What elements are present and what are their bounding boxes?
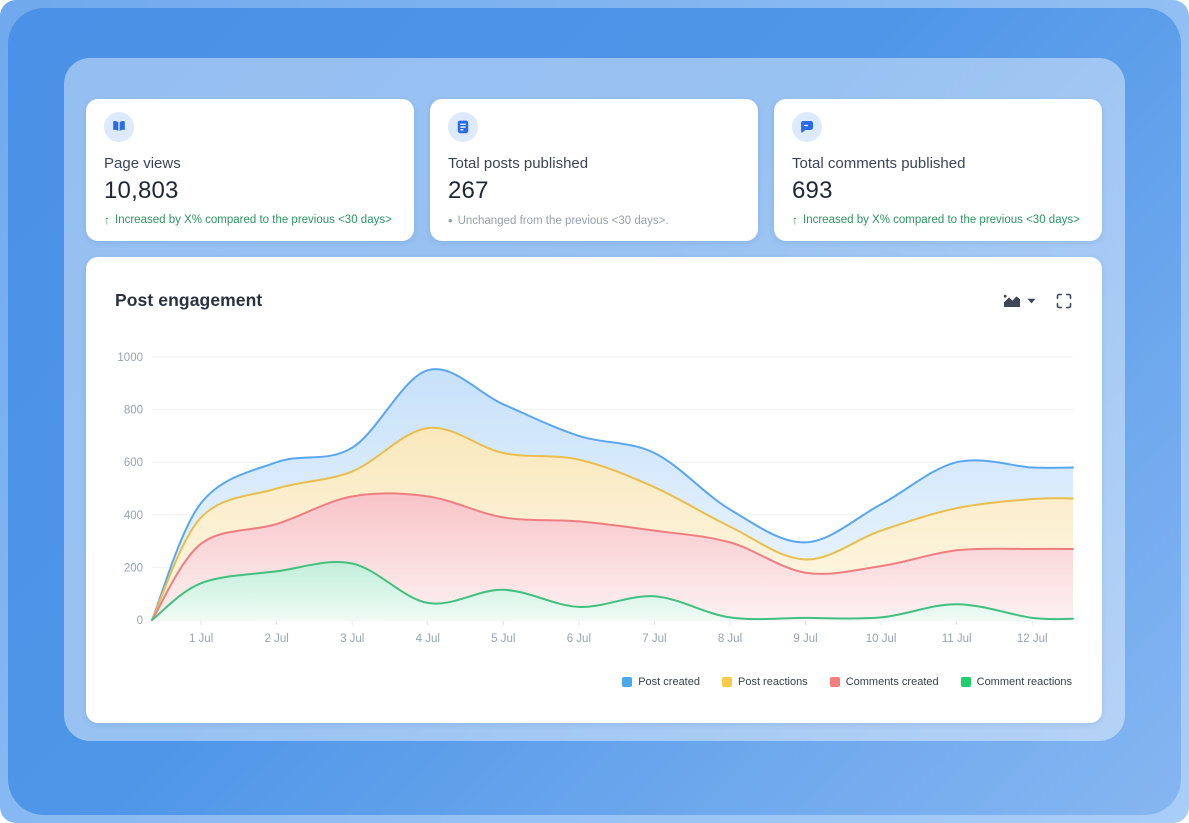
series-line-comment-reactions [151,560,1074,621]
legend-label: Post reactions [737,676,808,688]
series-line-post-created [151,368,1074,621]
series-line-comments-created [151,492,1074,621]
x-axis-label: 11 Jul [942,633,972,645]
legend-item-post-reactions[interactable]: Post reactions [721,676,808,688]
stat-delta-text: Unchanged from the previous <30 days>. [457,214,669,227]
y-axis-label: 200 [124,562,143,574]
legend-swatch [721,677,732,687]
stats-row: Page views 10,803 ↑ Increased by X% comp… [86,99,1102,241]
y-axis-label: 800 [124,405,143,417]
chart-type-selector[interactable] [1003,294,1036,308]
stat-delta-text: Increased by X% compared to the previous… [115,214,392,226]
dashboard-panel: Page views 10,803 ↑ Increased by X% comp… [64,58,1125,741]
stat-card-total-posts: Total posts published 267 • Unchanged fr… [430,99,758,241]
stat-label: Total comments published [792,155,966,172]
up-arrow-icon: ↑ [104,213,110,227]
y-axis-label: 1000 [117,352,143,364]
book-open-icon [104,112,134,142]
y-axis-label: 400 [124,510,143,522]
x-axis-label: 1 Jul [189,633,213,645]
up-arrow-icon: ↑ [792,213,798,227]
stat-value: 267 [448,177,489,204]
series-area-comment-reactions [152,561,1073,620]
fullscreen-button[interactable] [1056,293,1072,309]
app-background: Page views 10,803 ↑ Increased by X% comp… [8,8,1181,815]
stat-value: 10,803 [104,177,179,204]
legend-item-post-created[interactable]: Post created [622,676,700,688]
x-axis-label: 12 Jul [1017,633,1048,645]
legend-swatch [622,677,633,687]
chart-legend: Post created Post reactions Comments creat… [622,676,1072,688]
chart-header: Post engagement [115,290,1072,311]
x-axis-label: 4 Jul [416,633,440,645]
legend-label: Comments created [845,676,939,688]
y-axis-label: 600 [124,457,143,469]
stat-delta: ↑ Increased by X% compared to the previo… [104,214,396,226]
legend-item-comment-reactions[interactable]: Comment reactions [960,676,1072,688]
x-axis-label: 2 Jul [265,633,289,645]
series-line-post-reactions [151,426,1074,621]
stat-label: Page views [104,155,181,172]
stat-label: Total posts published [448,155,589,172]
area-chart-icon [1003,294,1020,307]
stat-delta: • Unchanged from the previous <30 days>. [448,214,740,227]
legend-swatch [960,677,971,687]
post-engagement-card: Post engagement [86,257,1102,723]
x-axis-label: 9 Jul [793,633,817,645]
legend-label: Post created [638,676,700,688]
stat-value: 693 [792,177,833,204]
post-engagement-chart: 0 200 400 600 800 1000 1 Jul 2 Jul 3 Jul 4 Jul 5 J… [117,352,1074,645]
stat-delta: ↑ Increased by X% compared to the previo… [792,214,1084,226]
x-axis-label: 10 Jul [866,633,897,645]
y-axis-label: 0 [137,615,143,627]
x-axis-label: 6 Jul [567,633,591,645]
chat-bubble-icon [792,112,822,142]
legend-swatch [829,677,840,687]
x-axis-label: 3 Jul [340,633,364,645]
x-axis-label: 5 Jul [491,633,515,645]
document-icon [448,112,478,142]
chart-controls [1003,293,1072,309]
dot-icon: • [448,213,453,228]
x-axis: 1 Jul 2 Jul 3 Jul 4 Jul 5 Jul 6 Jul 7 Jul 8 Jul… [189,621,1048,645]
stat-card-total-comments: Total comments published 693 ↑ Increased… [774,99,1102,241]
stat-card-page-views: Page views 10,803 ↑ Increased by X% comp… [86,99,414,241]
stat-delta-text: Increased by X% compared to the previous… [803,214,1080,226]
x-axis-label: 7 Jul [642,633,666,645]
legend-label: Comment reactions [976,676,1072,688]
legend-item-comments-created[interactable]: Comments created [829,676,939,688]
chart-title: Post engagement [115,290,263,310]
x-axis-label: 8 Jul [718,633,742,645]
caret-down-icon [1027,298,1036,303]
fullscreen-icon [1056,293,1072,308]
